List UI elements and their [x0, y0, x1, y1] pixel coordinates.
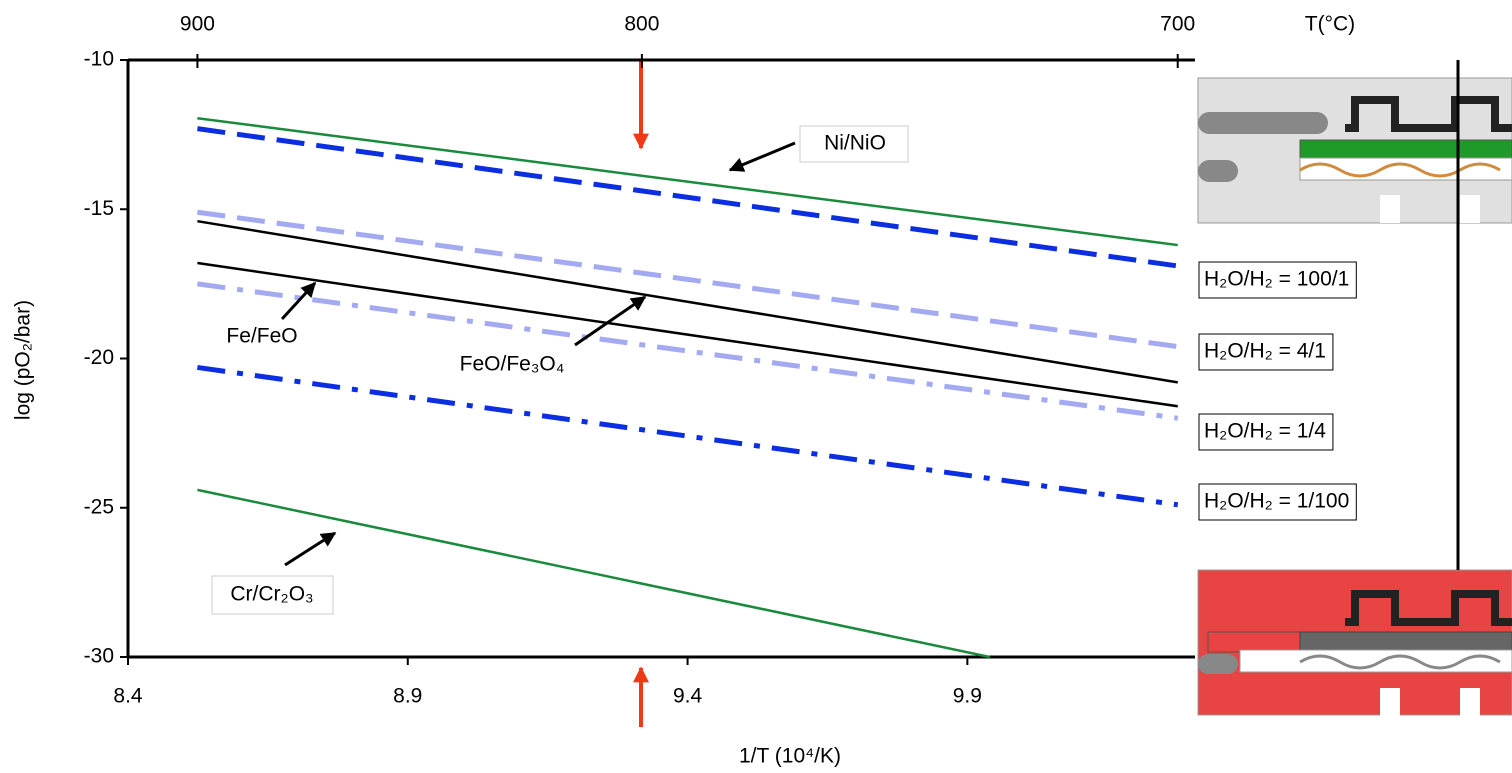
- annotation: FeO/Fe₃O₄: [460, 353, 565, 376]
- annotation-arrow: [280, 281, 317, 321]
- line-series: [197, 261, 1178, 408]
- ratio-label: H₂O/H₂ = 1/100: [1204, 490, 1349, 513]
- y-tick-label: -20: [84, 346, 114, 369]
- ratio-label: H₂O/H₂ = 1/4: [1204, 420, 1326, 443]
- ratio-box: [1198, 261, 1357, 299]
- annotation: Fe/FeO: [226, 325, 297, 348]
- x-tick-label: 8.4: [113, 685, 143, 708]
- x-tick-label: 8.9: [393, 685, 422, 708]
- line-series: [197, 219, 1178, 384]
- annotation: Cr/Cr₂O₃: [230, 583, 313, 606]
- cell-diagram-top: [1197, 77, 1512, 224]
- annotation-box: [211, 575, 334, 615]
- ratio-label: H₂O/H₂ = 4/1: [1204, 340, 1326, 363]
- x-tick-label: 9.9: [953, 685, 982, 708]
- line-series: [197, 126, 1179, 269]
- y-axis-label: log (pO₂/bar): [12, 300, 35, 420]
- y-tick-label: -30: [84, 645, 114, 668]
- line-series: [197, 364, 1179, 508]
- line-series: [197, 488, 991, 659]
- x2-axis-label: T(°C): [1305, 13, 1355, 36]
- y-tick-label: -25: [84, 495, 114, 518]
- line-series: [197, 116, 1178, 247]
- y-tick-label: -10: [84, 48, 114, 71]
- annotation-box: [799, 125, 909, 163]
- line-series: [197, 281, 1179, 421]
- cell-diagram-bottom: [1197, 569, 1512, 716]
- line-series: [197, 209, 1179, 350]
- x-tick-label: 9.4: [673, 685, 703, 708]
- x2-tick-label: 800: [624, 13, 659, 36]
- annotation-arrow: [284, 531, 337, 567]
- x-axis-label: 1/T (10⁴/K): [739, 745, 841, 768]
- y-tick-label: -15: [84, 197, 114, 220]
- ratio-label: H₂O/H₂ = 100/1: [1204, 268, 1349, 291]
- ratio-box: [1198, 413, 1334, 451]
- annotation-arrow: [574, 295, 647, 347]
- ratio-box: [1198, 483, 1357, 521]
- x2-tick-label: 900: [180, 13, 215, 36]
- annotation: Ni/NiO: [824, 132, 886, 155]
- annotation-arrow: [728, 141, 796, 172]
- x2-tick-label: 700: [1160, 13, 1195, 36]
- ratio-box: [1198, 333, 1334, 371]
